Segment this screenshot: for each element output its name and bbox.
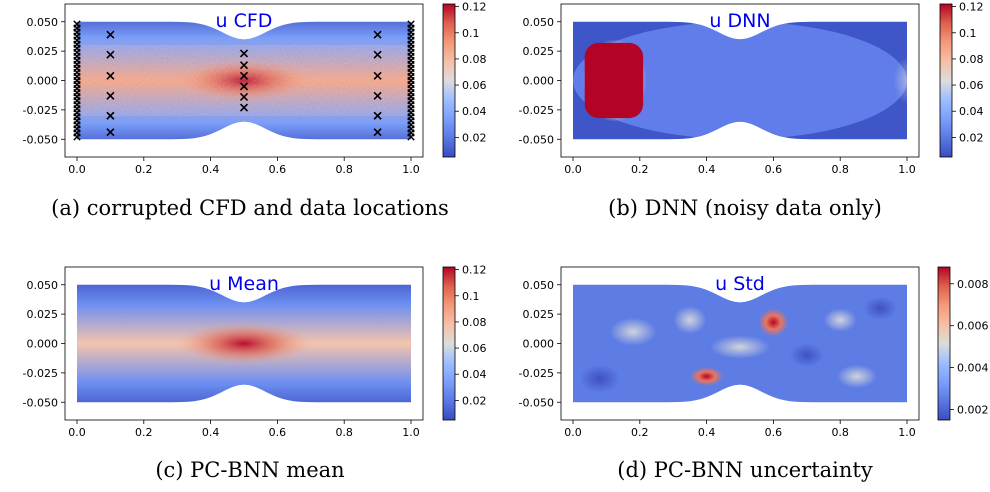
colorbar (443, 267, 455, 420)
y-tick-label: 0.050 (523, 279, 555, 292)
colorbar-tick-label: 0.1 (462, 290, 480, 303)
x-tick-label: 1.0 (402, 426, 420, 439)
y-tick-label: -0.050 (519, 396, 554, 409)
colorbar-tick-label: 0.12 (462, 1, 487, 14)
colorbar (940, 4, 952, 157)
x-tick-label: 0.0 (564, 163, 582, 176)
colorbar-tick-label: 0.1 (959, 27, 977, 40)
colorbar-tick-label: 0.08 (462, 316, 487, 329)
y-tick-label: 0.050 (27, 16, 59, 29)
panel-1: 0.0 0.2 0.4 0.6 0.8 1.0 -0.050 -0.025 0.000 0.025… (23, 1, 487, 220)
colorbar-tick-label: 0.004 (957, 362, 989, 375)
x-tick-label: 0.4 (202, 163, 220, 176)
y-tick-label: 0.025 (523, 308, 555, 321)
x-tick-label: 0.2 (135, 163, 153, 176)
y-tick-label: 0.025 (27, 308, 59, 321)
x-tick-label: 0.4 (698, 426, 716, 439)
panel-caption: (b) DNN (noisy data only) (608, 196, 882, 220)
colorbar-tick-label: 0.06 (959, 79, 984, 92)
y-tick-label: 0.050 (27, 279, 59, 292)
colorbar-tick-label: 0.04 (462, 105, 487, 118)
panel-2: 0.0 0.2 0.4 0.6 0.8 1.0 -0.050 -0.025 0.000 0.025… (519, 1, 984, 220)
y-tick-label: -0.050 (23, 133, 58, 146)
x-tick-label: 0.6 (269, 426, 287, 439)
panel-3: 0.0 0.2 0.4 0.6 0.8 1.0 -0.050 -0.025 0.000 0.025… (23, 264, 487, 482)
y-tick-label: -0.050 (23, 396, 58, 409)
panel-4: 0.0 0.2 0.4 0.6 0.8 1.0 -0.050 -0.025 0.000 0.025… (519, 267, 989, 482)
colorbar-tick-label: 0.06 (462, 79, 487, 92)
colorbar-tick-label: 0.04 (959, 105, 984, 118)
x-tick-label: 0.8 (335, 426, 353, 439)
y-tick-label: 0.025 (27, 45, 59, 58)
x-tick-label: 1.0 (402, 163, 420, 176)
colorbar-tick-label: 0.12 (959, 1, 984, 14)
y-tick-label: -0.050 (519, 133, 554, 146)
panel-title: u Mean (209, 273, 279, 295)
x-tick-label: 0.8 (831, 426, 849, 439)
colorbar-tick-label: 0.02 (462, 394, 487, 407)
x-tick-label: 0.2 (631, 163, 649, 176)
x-tick-label: 0.6 (765, 163, 783, 176)
colorbar-tick-label: 0.006 (957, 320, 989, 333)
x-tick-label: 0.2 (631, 426, 649, 439)
x-tick-label: 0.4 (202, 426, 220, 439)
y-tick-label: 0.000 (523, 338, 555, 351)
y-tick-label: 0.000 (27, 338, 59, 351)
colorbar-tick-label: 0.1 (462, 27, 480, 40)
panel-caption: (d) PC-BNN uncertainty (617, 458, 873, 482)
y-tick-label: 0.000 (27, 75, 59, 88)
x-tick-label: 0.4 (698, 163, 716, 176)
x-tick-label: 0.0 (68, 163, 86, 176)
x-tick-label: 0.8 (335, 163, 353, 176)
panel-caption: (c) PC-BNN mean (155, 458, 344, 482)
colorbar-tick-label: 0.08 (959, 53, 984, 66)
panel-title: u CFD (216, 10, 273, 32)
colorbar-tick-label: 0.008 (957, 278, 989, 291)
x-tick-label: 1.0 (898, 426, 916, 439)
colorbar-tick-label: 0.02 (462, 131, 487, 144)
y-tick-label: -0.025 (23, 367, 58, 380)
x-tick-label: 0.6 (765, 426, 783, 439)
panel-caption: (a) corrupted CFD and data locations (51, 196, 449, 220)
y-tick-label: -0.025 (23, 104, 58, 117)
x-tick-label: 0.0 (564, 426, 582, 439)
colorbar (938, 267, 950, 420)
x-tick-label: 0.6 (269, 163, 287, 176)
y-tick-label: 0.050 (523, 16, 555, 29)
colorbar-tick-label: 0.02 (959, 131, 984, 144)
panel-title: u Std (715, 273, 765, 295)
y-tick-label: -0.025 (519, 367, 554, 380)
colorbar-tick-label: 0.06 (462, 342, 487, 355)
y-tick-label: 0.000 (523, 75, 555, 88)
colorbar-tick-label: 0.12 (462, 264, 487, 277)
colorbar-tick-label: 0.08 (462, 53, 487, 66)
x-tick-label: 0.0 (68, 426, 86, 439)
x-tick-label: 1.0 (898, 163, 916, 176)
colorbar-tick-label: 0.002 (957, 404, 989, 417)
y-tick-label: 0.025 (523, 45, 555, 58)
panel-title: u DNN (709, 10, 770, 32)
x-tick-label: 0.8 (831, 163, 849, 176)
x-tick-label: 0.2 (135, 426, 153, 439)
y-tick-label: -0.025 (519, 104, 554, 117)
colorbar-tick-label: 0.04 (462, 368, 487, 381)
colorbar (443, 4, 455, 157)
